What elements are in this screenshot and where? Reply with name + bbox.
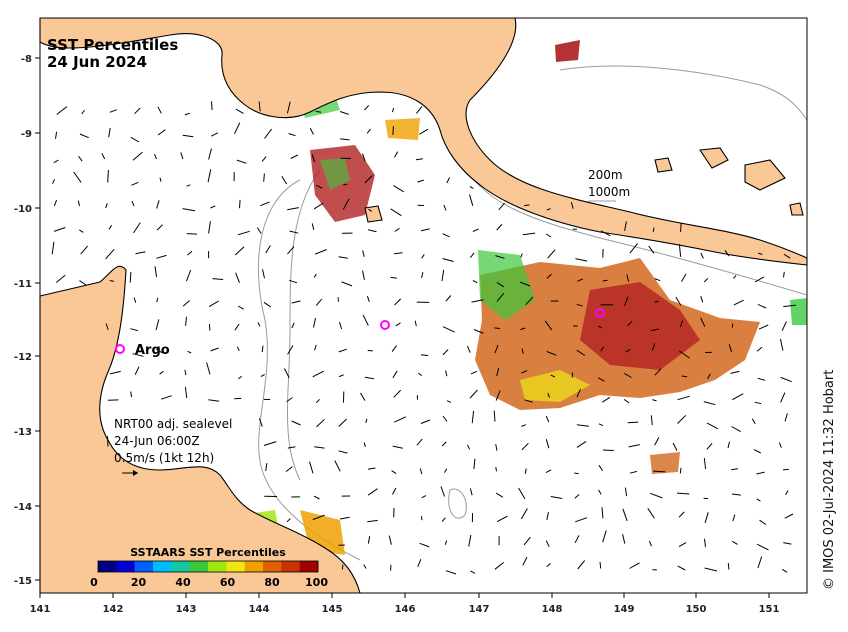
legend-tick-label: 40	[175, 576, 191, 589]
current-arrow	[628, 422, 639, 423]
current-arrow	[603, 280, 608, 281]
current-arrow	[655, 301, 659, 302]
current-note-time: 24-Jun 06:00Z	[114, 434, 200, 448]
current-arrow	[391, 277, 397, 278]
current-arrow	[338, 297, 339, 302]
map-title: SST Percentiles	[47, 36, 178, 54]
legend-tick-label: 80	[264, 576, 280, 589]
latitude-labels: -8 -9 -10 -11 -12 -13 -14 -15	[14, 54, 40, 587]
current-arrow	[212, 101, 213, 110]
lon-tick-label: 144	[249, 604, 270, 615]
sst-patch-east-edge	[790, 298, 807, 325]
legend-swatch	[153, 561, 172, 572]
legend-swatch	[116, 561, 135, 572]
current-arrow	[264, 174, 265, 182]
legend-swatch	[226, 561, 245, 572]
legend-tick-label: 20	[131, 576, 147, 589]
current-note-source: NRT00 adj. sealevel	[114, 417, 232, 431]
current-arrow	[108, 436, 109, 446]
lon-tick-label: 143	[176, 604, 197, 615]
current-arrow	[421, 355, 428, 356]
credit-text: © IMOS 02-Jul-2024 11:32 Hobart	[822, 330, 837, 590]
legend-swatch	[281, 561, 300, 572]
legend-swatch	[263, 561, 282, 572]
current-arrow	[130, 272, 131, 283]
lat-tick-label: -11	[14, 279, 32, 290]
current-arrow	[680, 468, 681, 474]
current-arrow	[574, 473, 578, 474]
lon-tick-label: 141	[30, 604, 51, 615]
longitude-labels: 141 142 143 144 145 146 147 148 149 150 151	[30, 593, 780, 615]
current-arrow	[108, 170, 109, 183]
lon-tick-label: 142	[103, 604, 124, 615]
legend-tick-label: 0	[90, 576, 98, 589]
legend-title: SSTAARS SST Percentiles	[130, 546, 286, 559]
legend-swatch	[98, 561, 117, 572]
current-arrow	[240, 200, 241, 208]
current-arrow	[342, 565, 343, 570]
depth-label-1000m: 1000m	[588, 185, 630, 199]
lat-tick-label: -8	[21, 54, 32, 65]
current-arrow	[496, 467, 497, 471]
current-note-scale: 0.5m/s (1kt 12h)	[114, 451, 214, 465]
map-date: 24 Jun 2024	[47, 53, 147, 71]
current-arrow	[681, 223, 682, 232]
current-arrow	[524, 205, 529, 206]
lon-tick-label: 150	[686, 604, 707, 615]
current-arrow	[187, 234, 197, 235]
current-arrow	[494, 328, 500, 329]
lat-tick-label: -10	[14, 204, 32, 215]
lat-tick-label: -15	[14, 576, 32, 587]
lon-tick-label: 149	[614, 604, 635, 615]
legend-swatch	[135, 561, 154, 572]
lon-tick-label: 151	[759, 604, 780, 615]
lat-tick-label: -9	[21, 129, 32, 140]
legend-tick-label: 60	[220, 576, 236, 589]
depth-label-200m: 200m	[588, 168, 623, 182]
lat-tick-label: -14	[14, 502, 32, 513]
current-arrow	[783, 469, 789, 470]
legend-swatch	[190, 561, 209, 572]
legend-swatch	[208, 561, 227, 572]
legend-swatch	[300, 561, 319, 572]
current-arrow	[728, 563, 729, 570]
lon-tick-label: 147	[469, 604, 490, 615]
current-arrow	[393, 126, 394, 135]
current-arrow	[422, 516, 423, 520]
sst-patch-north-3	[385, 118, 420, 140]
current-arrow	[653, 228, 654, 232]
legend-swatch	[245, 561, 264, 572]
current-arrow	[603, 450, 614, 451]
lon-tick-label: 148	[542, 604, 563, 615]
lat-tick-label: -13	[14, 427, 32, 438]
legend-swatch	[171, 561, 190, 572]
current-arrow	[209, 324, 210, 331]
argo-label: Argo	[135, 343, 170, 358]
lat-tick-label: -12	[14, 352, 32, 363]
legend-swatches	[98, 561, 318, 572]
lon-tick-label: 146	[395, 604, 416, 615]
legend-tick-label: 100	[305, 576, 328, 589]
lon-tick-label: 145	[322, 604, 343, 615]
current-arrow	[600, 562, 601, 569]
